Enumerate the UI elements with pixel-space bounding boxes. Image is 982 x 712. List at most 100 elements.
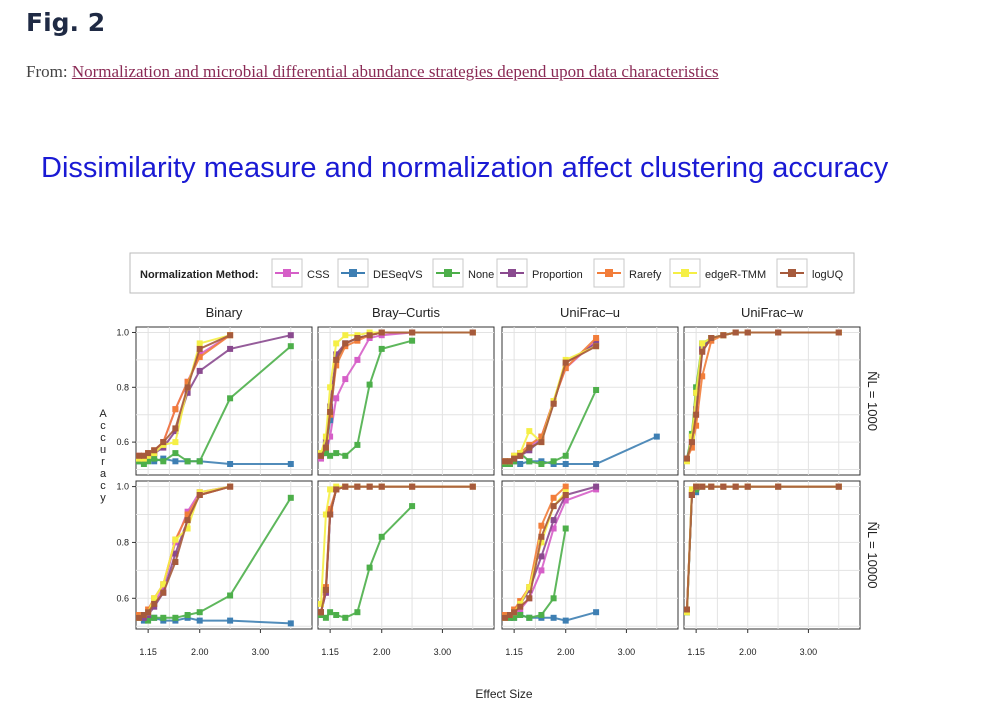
data-point <box>145 450 152 457</box>
data-point <box>688 439 695 446</box>
legend-title: Normalization Method: <box>140 269 259 281</box>
data-point <box>562 492 569 498</box>
data-point <box>550 458 557 465</box>
legend-marker <box>788 269 796 277</box>
data-point <box>562 365 569 372</box>
data-point <box>354 483 361 490</box>
data-point <box>526 458 533 465</box>
data-point <box>327 384 334 391</box>
legend-entry: edgeR-TMM <box>705 269 766 281</box>
legend-entry: logUQ <box>812 269 844 281</box>
series-line-loguq <box>686 331 839 459</box>
series-line-loguq <box>320 331 473 457</box>
x-axis-label: Effect Size <box>475 687 532 701</box>
data-point <box>184 384 191 391</box>
data-point <box>196 617 203 624</box>
data-point <box>378 345 385 352</box>
data-point <box>172 550 179 557</box>
data-point <box>354 335 361 341</box>
legend-marker <box>444 269 452 277</box>
data-point <box>184 525 191 532</box>
legend-entry: None <box>468 269 494 281</box>
data-point <box>538 539 545 546</box>
figure-label: Fig. 2 <box>26 8 106 37</box>
data-point <box>517 452 524 459</box>
data-point <box>699 483 706 490</box>
legend-box <box>129 252 855 294</box>
y-tick-label: 0.8 <box>116 382 129 392</box>
source-article-link[interactable]: Normalization and microbial differential… <box>71 62 719 81</box>
panel-row-label: ÑL = 1000 <box>865 371 880 431</box>
data-point <box>151 614 158 621</box>
data-point <box>526 428 533 435</box>
data-point <box>327 452 334 459</box>
data-point <box>538 553 545 560</box>
legend-marker <box>283 269 291 277</box>
data-point <box>333 351 340 358</box>
data-point <box>354 356 361 363</box>
legend-entry: DESeqVS <box>373 269 423 281</box>
data-point <box>593 343 600 350</box>
data-point <box>562 452 569 459</box>
data-point <box>835 483 842 490</box>
panel-column-header: UniFrac–w <box>741 305 804 320</box>
data-point <box>693 483 700 490</box>
panel-frame <box>317 326 495 476</box>
legend-marker <box>349 269 357 277</box>
data-point <box>184 612 191 618</box>
data-point <box>140 452 147 459</box>
data-point <box>366 332 373 339</box>
data-point <box>593 461 600 467</box>
data-point <box>511 609 518 616</box>
data-point <box>732 483 739 490</box>
data-point <box>835 329 842 336</box>
panel <box>317 326 495 476</box>
data-point <box>593 387 600 393</box>
data-point <box>511 614 518 621</box>
data-point <box>322 450 329 457</box>
panel <box>683 480 861 633</box>
data-point <box>140 461 147 467</box>
x-tick-label: 2.00 <box>739 647 757 657</box>
data-point <box>196 458 203 465</box>
data-point <box>684 606 690 613</box>
data-point <box>227 483 234 490</box>
data-point <box>227 592 234 599</box>
data-point <box>184 458 191 465</box>
data-point <box>506 612 513 618</box>
data-point <box>172 450 179 457</box>
data-point <box>287 494 294 501</box>
data-point <box>322 614 329 621</box>
data-point <box>184 517 191 524</box>
data-point <box>151 455 158 462</box>
data-point <box>318 600 324 607</box>
legend-marker <box>508 269 516 277</box>
data-point <box>538 461 545 467</box>
data-point <box>333 612 340 618</box>
data-point <box>151 595 158 602</box>
data-point <box>593 609 600 616</box>
data-point <box>172 425 179 432</box>
data-point <box>196 367 203 374</box>
data-point <box>562 497 569 504</box>
data-point <box>708 483 715 490</box>
data-point <box>775 329 782 336</box>
data-point <box>184 511 191 518</box>
data-point <box>693 411 700 418</box>
data-point <box>327 409 334 415</box>
data-point <box>526 595 533 602</box>
data-point <box>511 455 518 462</box>
data-point <box>160 614 167 621</box>
data-point <box>196 609 203 616</box>
data-point <box>550 525 557 532</box>
data-point <box>342 340 349 347</box>
data-point <box>366 483 373 490</box>
data-point <box>699 373 706 380</box>
data-point <box>378 483 385 490</box>
data-point <box>506 458 513 465</box>
y-tick-label: 1.0 <box>116 482 129 492</box>
data-point <box>538 433 545 440</box>
legend-entry: Proportion <box>532 269 583 281</box>
panel-frame <box>135 480 313 630</box>
panel-frame <box>317 480 495 630</box>
